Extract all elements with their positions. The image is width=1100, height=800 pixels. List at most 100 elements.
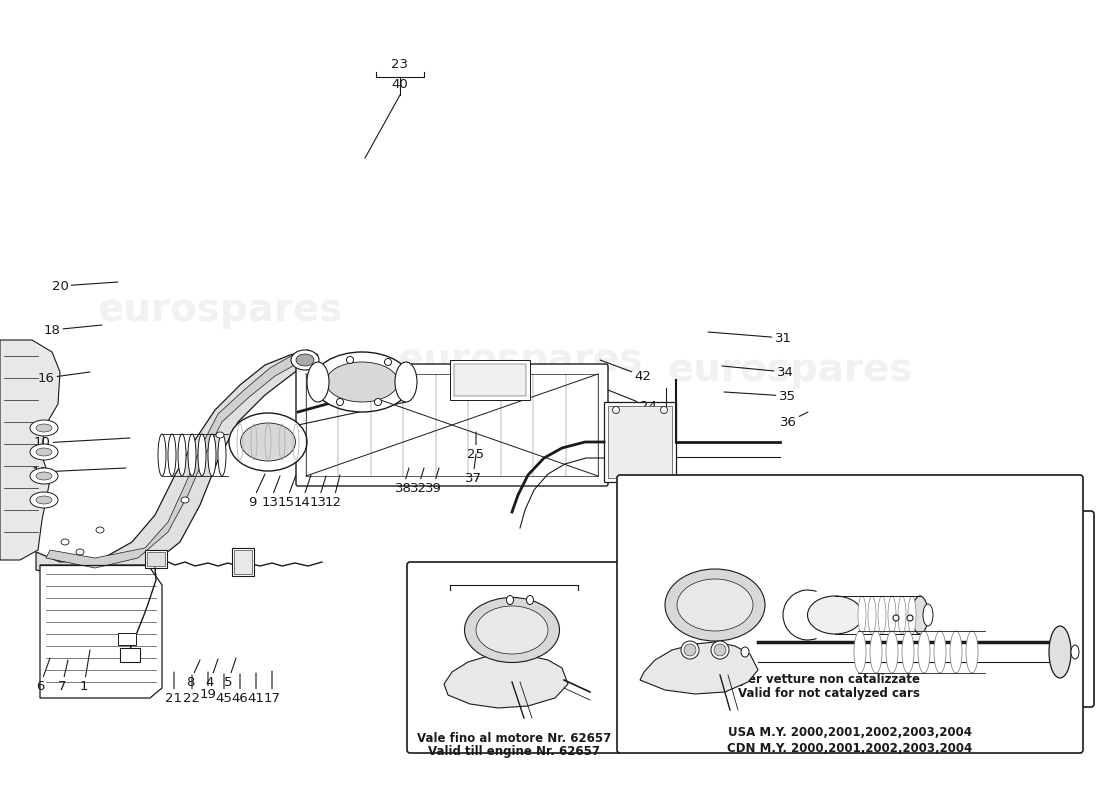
Ellipse shape — [711, 641, 729, 659]
FancyBboxPatch shape — [617, 475, 1084, 753]
Text: 31: 31 — [708, 331, 792, 345]
Ellipse shape — [346, 357, 353, 363]
Ellipse shape — [912, 596, 928, 634]
Ellipse shape — [902, 631, 914, 673]
Text: 11: 11 — [767, 654, 783, 718]
Ellipse shape — [878, 596, 886, 634]
Ellipse shape — [676, 579, 754, 631]
Text: 13: 13 — [262, 476, 280, 509]
Ellipse shape — [307, 362, 329, 402]
Ellipse shape — [374, 398, 382, 406]
Ellipse shape — [908, 596, 916, 634]
Ellipse shape — [714, 644, 726, 656]
Text: 14: 14 — [294, 475, 311, 509]
Ellipse shape — [292, 350, 319, 370]
Ellipse shape — [36, 424, 52, 432]
Ellipse shape — [666, 569, 764, 641]
Text: 41: 41 — [248, 673, 264, 705]
Text: 1: 1 — [646, 633, 654, 718]
Ellipse shape — [241, 423, 296, 461]
Text: 21: 21 — [165, 672, 183, 705]
Text: 35: 35 — [724, 390, 795, 402]
Ellipse shape — [30, 420, 58, 436]
Ellipse shape — [30, 444, 58, 460]
Bar — [306, 374, 598, 476]
Text: 27: 27 — [463, 672, 481, 705]
Text: 29: 29 — [568, 660, 584, 705]
FancyBboxPatch shape — [407, 562, 622, 753]
Text: 8: 8 — [186, 660, 200, 689]
Bar — [147, 552, 165, 566]
Bar — [234, 550, 252, 574]
Text: Valid for not catalyzed cars: Valid for not catalyzed cars — [738, 687, 920, 701]
Ellipse shape — [36, 496, 52, 504]
Text: eurospares: eurospares — [397, 341, 642, 379]
Text: 36: 36 — [780, 412, 808, 429]
Text: 34: 34 — [722, 366, 793, 378]
Ellipse shape — [188, 434, 196, 476]
Text: Vale per vetture non catalizzate: Vale per vetture non catalizzate — [707, 674, 920, 686]
Ellipse shape — [506, 595, 514, 605]
Text: 4: 4 — [673, 653, 690, 718]
Ellipse shape — [684, 644, 696, 656]
Bar — [454, 364, 526, 396]
Ellipse shape — [858, 596, 866, 634]
Text: 18: 18 — [44, 323, 102, 337]
Text: 9: 9 — [736, 654, 745, 718]
Ellipse shape — [314, 352, 411, 412]
Ellipse shape — [893, 615, 899, 621]
Ellipse shape — [950, 631, 962, 673]
Polygon shape — [640, 642, 758, 694]
Ellipse shape — [198, 434, 206, 476]
Ellipse shape — [476, 606, 548, 654]
Text: 38: 38 — [395, 468, 411, 494]
Ellipse shape — [918, 631, 930, 673]
Text: 26: 26 — [446, 672, 462, 705]
Text: Valid till engine Nr. 62657: Valid till engine Nr. 62657 — [428, 746, 600, 758]
Bar — [120, 648, 140, 662]
Text: 39: 39 — [425, 468, 441, 494]
Text: 11: 11 — [32, 466, 127, 478]
Text: 44: 44 — [873, 621, 895, 669]
Text: 5: 5 — [701, 653, 719, 718]
Text: 46: 46 — [232, 674, 249, 705]
Text: 12: 12 — [324, 475, 341, 509]
Text: 7: 7 — [57, 660, 68, 693]
Text: 17: 17 — [264, 671, 280, 705]
Polygon shape — [444, 654, 568, 708]
Text: 19: 19 — [199, 672, 217, 702]
Polygon shape — [46, 352, 305, 568]
Ellipse shape — [735, 521, 741, 527]
Text: 42: 42 — [600, 360, 651, 382]
Ellipse shape — [1071, 645, 1079, 659]
Ellipse shape — [613, 406, 619, 414]
Text: USA M.Y. 2000,2001,2002,2003,2004: USA M.Y. 2000,2001,2002,2003,2004 — [728, 726, 972, 739]
Polygon shape — [800, 530, 862, 570]
Text: eurospares: eurospares — [97, 291, 343, 329]
Ellipse shape — [898, 596, 906, 634]
Ellipse shape — [385, 358, 392, 366]
Ellipse shape — [464, 598, 560, 662]
Text: 40: 40 — [392, 78, 408, 90]
Text: 1: 1 — [509, 569, 518, 582]
Ellipse shape — [868, 596, 876, 634]
Text: 5: 5 — [223, 658, 236, 689]
Ellipse shape — [1049, 626, 1071, 678]
Text: 32: 32 — [409, 468, 427, 494]
Ellipse shape — [30, 492, 58, 508]
Ellipse shape — [703, 521, 710, 527]
Ellipse shape — [504, 374, 512, 382]
Bar — [145, 550, 167, 568]
Polygon shape — [36, 350, 318, 582]
Ellipse shape — [807, 596, 862, 634]
Bar — [232, 548, 254, 576]
Ellipse shape — [96, 527, 104, 533]
Bar — [608, 406, 672, 478]
Text: 45: 45 — [216, 674, 232, 705]
Text: 33: 33 — [616, 691, 632, 705]
Ellipse shape — [326, 362, 398, 402]
FancyBboxPatch shape — [296, 364, 608, 486]
Ellipse shape — [30, 468, 58, 484]
Text: 2: 2 — [576, 571, 590, 598]
Ellipse shape — [934, 631, 946, 673]
